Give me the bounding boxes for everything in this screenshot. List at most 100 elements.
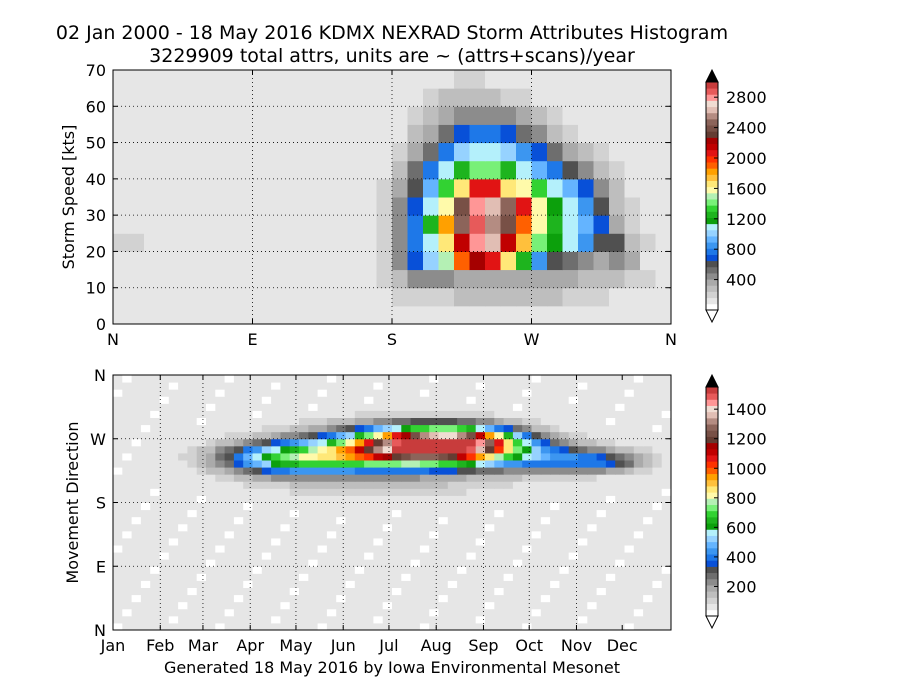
heatmap-cell xyxy=(661,431,672,440)
heatmap-cell xyxy=(314,215,331,234)
heatmap-cell xyxy=(475,566,486,574)
heatmap-cell xyxy=(261,438,272,447)
heatmap-cell xyxy=(196,452,207,461)
heatmap-cell xyxy=(531,142,548,162)
x-tick-label: S xyxy=(387,330,397,349)
heatmap-cell xyxy=(410,431,421,440)
heatmap-cell xyxy=(233,552,244,560)
heatmap-cell xyxy=(410,438,421,447)
heatmap-cell xyxy=(159,488,170,496)
heatmap-cell xyxy=(438,481,449,489)
heatmap-cell xyxy=(206,615,216,624)
heatmap-cell xyxy=(336,552,346,560)
heatmap-cell xyxy=(419,594,430,603)
heatmap-cell xyxy=(224,523,235,532)
heatmap-cell xyxy=(168,530,179,539)
heatmap-cell xyxy=(633,460,644,468)
heatmap-cell xyxy=(261,566,272,574)
heatmap-cell xyxy=(159,269,176,289)
heatmap-cell xyxy=(289,382,300,390)
heatmap-cell xyxy=(392,389,402,397)
heatmap-cell xyxy=(429,502,439,511)
heatmap-cell xyxy=(500,178,517,198)
heatmap-cell xyxy=(466,481,477,489)
x-tick-label: N xyxy=(107,330,119,349)
heatmap-cell xyxy=(407,142,424,162)
heatmap-cell xyxy=(271,587,281,596)
heatmap-cell xyxy=(485,601,495,610)
heatmap-cell xyxy=(252,488,263,496)
heatmap-cell xyxy=(361,233,377,252)
x-tick-label: Feb xyxy=(146,636,174,655)
heatmap-cell xyxy=(540,417,551,426)
heatmap-cell xyxy=(531,566,542,574)
heatmap-cell xyxy=(131,495,142,503)
heatmap-cell xyxy=(280,509,291,518)
heatmap-cell xyxy=(113,215,129,234)
heatmap-cell xyxy=(150,608,160,617)
heatmap-cell xyxy=(605,410,616,418)
heatmap-cell xyxy=(252,608,263,617)
heatmap-cell xyxy=(615,389,625,397)
heatmap-cell xyxy=(159,215,176,234)
heatmap-cell xyxy=(438,142,455,162)
heatmap-cell xyxy=(345,233,362,252)
heatmap-cell xyxy=(224,452,235,461)
heatmap-cell xyxy=(308,474,319,482)
heatmap-cell xyxy=(438,545,449,553)
heatmap-cell xyxy=(144,215,160,234)
heatmap-cell xyxy=(578,573,588,581)
x-tick-label: E xyxy=(247,330,257,349)
heatmap-cell xyxy=(466,523,477,532)
heatmap-cell xyxy=(447,389,458,397)
heatmap-cell xyxy=(361,178,377,198)
heatmap-cell xyxy=(196,523,207,532)
heatmap-cell xyxy=(317,410,328,418)
colorbar-segment xyxy=(706,291,718,299)
heatmap-cell xyxy=(485,160,501,180)
heatmap-cell xyxy=(215,502,226,511)
colorbar-segment xyxy=(706,516,718,524)
heatmap-cell xyxy=(596,495,607,503)
heatmap-cell xyxy=(503,452,514,461)
heatmap-cell xyxy=(144,70,160,89)
heatmap-cell xyxy=(345,396,356,404)
heatmap-cell xyxy=(587,460,598,468)
heatmap-cell xyxy=(559,460,570,468)
heatmap-cell xyxy=(382,481,393,489)
heatmap-cell xyxy=(410,608,421,617)
heatmap-cell xyxy=(447,587,458,596)
heatmap-cell xyxy=(206,287,222,307)
colorbar-segment xyxy=(706,205,718,212)
heatmap-cell xyxy=(376,197,393,216)
heatmap-cell xyxy=(429,608,439,617)
heatmap-cell xyxy=(336,587,346,596)
heatmap-cell xyxy=(419,530,430,539)
heatmap-cell xyxy=(531,537,542,546)
heatmap-cell xyxy=(233,467,244,475)
heatmap-cell xyxy=(131,452,142,461)
heatmap-cell xyxy=(454,269,470,289)
heatmap-cell xyxy=(568,545,579,553)
heatmap-cell xyxy=(633,445,644,454)
heatmap-cell xyxy=(122,424,133,433)
heatmap-cell xyxy=(475,523,486,532)
heatmap-cell xyxy=(522,622,532,631)
heatmap-cell xyxy=(283,251,300,271)
heatmap-cell xyxy=(643,566,653,574)
heatmap-cell xyxy=(419,509,430,518)
heatmap-cell xyxy=(128,305,145,325)
colorbar-tick-label: 400 xyxy=(726,548,757,567)
heatmap-cell xyxy=(457,417,467,426)
heatmap-cell xyxy=(187,375,198,383)
heatmap-cell xyxy=(392,601,402,610)
heatmap-cell xyxy=(271,608,281,617)
heatmap-cell xyxy=(512,474,523,482)
heatmap-cell xyxy=(326,474,337,482)
colorbar-segment xyxy=(706,448,718,456)
heatmap-cell xyxy=(252,269,269,289)
heatmap-cell xyxy=(308,431,319,440)
heatmap-cell xyxy=(466,594,477,603)
heatmap-cell xyxy=(261,545,272,553)
heatmap-cell xyxy=(512,460,523,468)
